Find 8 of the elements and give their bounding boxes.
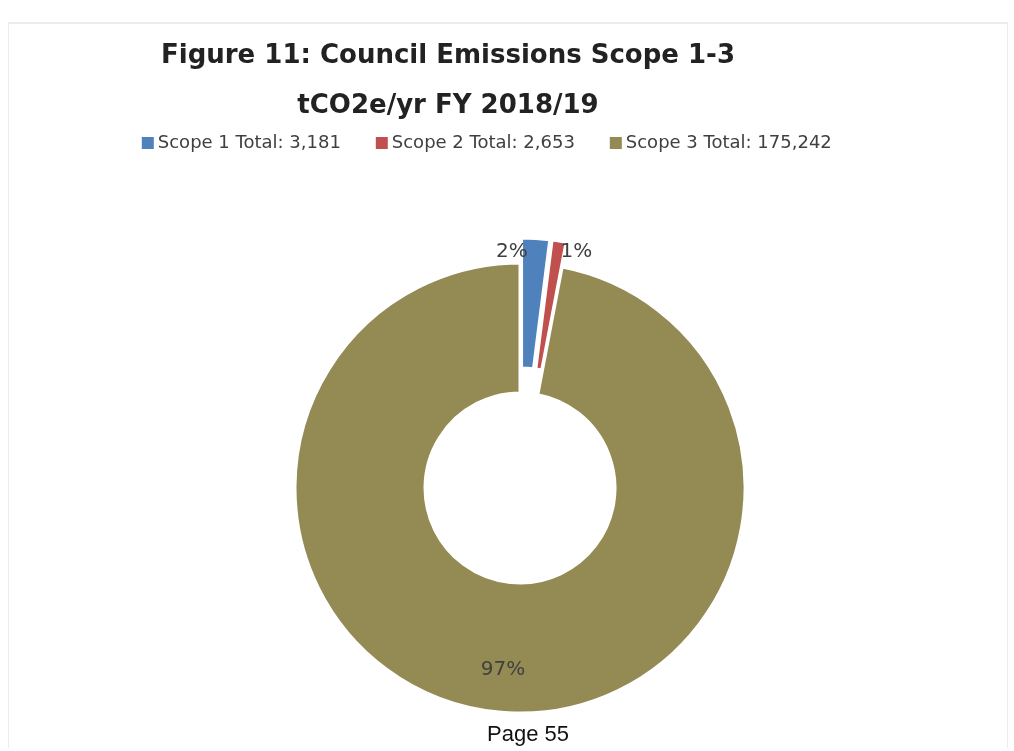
chart-subtitle: tCO2e/yr FY 2018/19: [297, 89, 599, 119]
legend-label: Scope 1 Total: 3,181: [157, 131, 341, 152]
legend-label: Scope 3 Total: 175,242: [625, 131, 832, 152]
data-label: 97%: [480, 656, 526, 681]
data-label: 1%: [560, 238, 593, 262]
text: Page 55: [487, 721, 569, 746]
chart-title: Figure 11: Council Emissions Scope 1-3: [161, 39, 735, 69]
legend-label: Scope 2 Total: 2,653: [391, 131, 575, 152]
